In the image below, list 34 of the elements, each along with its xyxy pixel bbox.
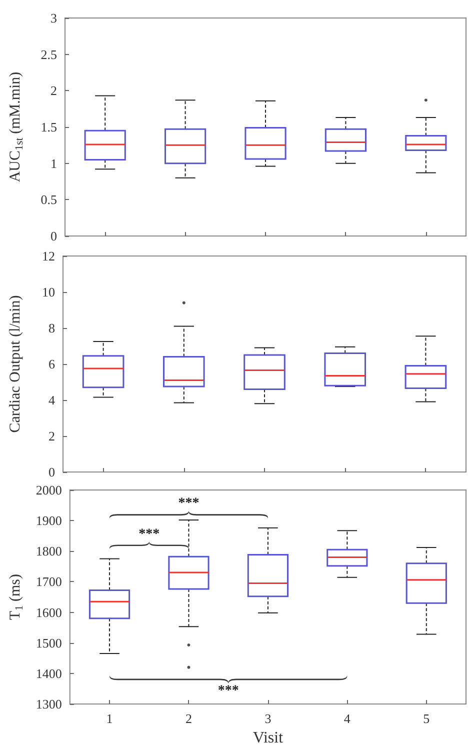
y-tick-label: 1400 bbox=[36, 666, 62, 681]
y-tick-label: 2 bbox=[50, 83, 57, 98]
y-tick-label: 3 bbox=[50, 10, 57, 26]
y-tick-label: 1900 bbox=[36, 513, 62, 528]
y-tick-label: 0.5 bbox=[40, 192, 57, 208]
annotation: *** bbox=[138, 527, 160, 542]
y-tick-label: 4 bbox=[48, 392, 56, 408]
y-tick-label: 8 bbox=[48, 320, 55, 336]
y-tick-label: 1600 bbox=[36, 604, 62, 620]
y-axis-title: AUC1st (mM.min) bbox=[8, 72, 26, 182]
y-tick-label: 0 bbox=[48, 464, 55, 480]
y-axis-title: Cardiac Output (l/min) bbox=[8, 295, 24, 433]
annotation: *** bbox=[218, 683, 239, 698]
y-tick-label: 6 bbox=[48, 356, 56, 372]
x-tick-label: 1 bbox=[106, 711, 113, 726]
x-tick-label: 2 bbox=[185, 711, 192, 726]
y-tick-label: 12 bbox=[42, 248, 55, 264]
y-tick-label: 1800 bbox=[36, 544, 62, 559]
y-tick-label: 1500 bbox=[36, 635, 62, 650]
y-tick-label: 2.5 bbox=[40, 46, 57, 62]
y-tick-label: 0 bbox=[50, 228, 57, 244]
y-tick-label: 2000 bbox=[36, 482, 62, 498]
y-tick-label: 1300 bbox=[36, 696, 62, 712]
y-tick-label: 1.5 bbox=[40, 120, 57, 134]
x-axis-title: Visit bbox=[252, 730, 284, 746]
y-tick-label: 1700 bbox=[36, 574, 62, 590]
y-tick-label: 1 bbox=[50, 156, 57, 171]
y-axis-title: T1 (ms) bbox=[8, 574, 26, 620]
annotation: *** bbox=[178, 496, 200, 511]
x-tick-label: 5 bbox=[423, 711, 430, 726]
y-tick-label: 2 bbox=[48, 428, 55, 444]
x-tick-label: 4 bbox=[344, 711, 351, 726]
y-tick-label: 10 bbox=[42, 284, 55, 300]
x-tick-label: 3 bbox=[264, 711, 272, 726]
